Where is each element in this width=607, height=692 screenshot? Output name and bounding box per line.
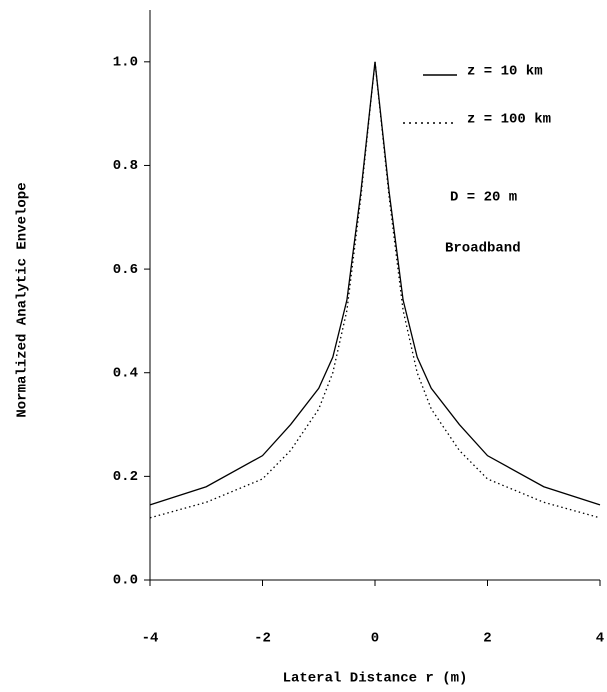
y-tick-label: 0.2	[113, 469, 138, 485]
y-tick-label: 0.8	[113, 158, 138, 174]
y-tick-label: 1.0	[113, 55, 138, 71]
annotation: Broadband	[445, 241, 521, 257]
y-tick-label: 0.4	[113, 365, 138, 381]
legend-label: z = 100 km	[467, 112, 551, 128]
y-tick-label: 0.6	[113, 262, 138, 278]
x-tick-label: 4	[596, 631, 604, 647]
x-tick-label: -2	[254, 631, 271, 647]
x-tick-label: 2	[483, 631, 491, 647]
x-tick-label: 0	[371, 631, 379, 647]
legend-label: z = 10 km	[467, 64, 543, 80]
annotation: D = 20 m	[450, 190, 517, 206]
x-tick-label: -4	[142, 631, 159, 647]
y-axis-label: Normalized Analytic Envelope	[15, 182, 31, 417]
y-tick-label: 0.0	[113, 573, 138, 589]
x-axis-label: Lateral Distance r (m)	[283, 671, 468, 687]
line-series	[149, 61, 601, 519]
line-series	[149, 61, 601, 506]
